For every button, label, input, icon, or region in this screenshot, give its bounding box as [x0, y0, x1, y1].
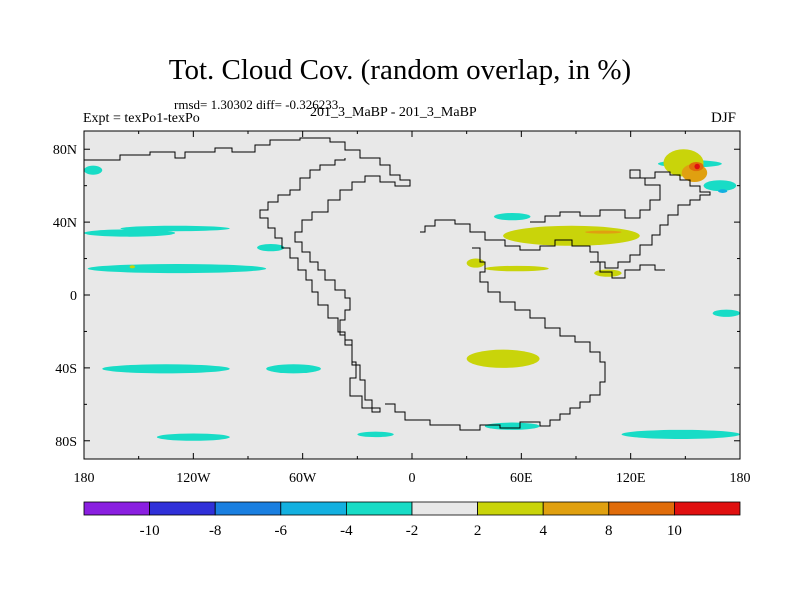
anomaly-patch [357, 431, 394, 438]
anomaly-patch [585, 230, 622, 234]
y-tick-label: 40N [53, 216, 77, 231]
y-tick-label: 40S [55, 362, 77, 377]
colorbar-swatch [345, 501, 413, 516]
anomaly-patch [466, 349, 540, 368]
colorbar-label: -4 [340, 523, 353, 539]
coastline [84, 137, 711, 431]
season-label: DJF [711, 110, 737, 126]
y-tick-label: 0 [70, 289, 77, 304]
coastline-segment [590, 261, 665, 279]
x-tick-label: 60E [510, 471, 533, 486]
colorbar-label: 8 [605, 523, 613, 539]
anomaly-patch [156, 433, 230, 441]
anomaly-patch [129, 265, 136, 269]
anomaly-patch [494, 213, 531, 221]
colorbar-swatch [280, 501, 347, 516]
anomaly-patch [102, 364, 230, 374]
anomaly-patch [84, 165, 103, 175]
stats-line: rmsd= 1.30302 diff= -0.326233 [174, 97, 339, 112]
colorbar-label: 10 [667, 523, 682, 539]
anomaly-patch [466, 258, 485, 268]
anomaly-patch [84, 229, 176, 237]
x-tick-label: 180 [730, 471, 751, 486]
axis-ticks: 180 120W 60W 0 60E 120E 180 80N 40N 0 40S 80S [53, 131, 751, 486]
colorbar-swatch [608, 501, 675, 516]
anomaly-patch [87, 264, 267, 274]
anomaly-patch [266, 364, 321, 374]
experiment-label: Expt = texPo1-texPo [83, 111, 200, 126]
colorbar-label: -8 [209, 523, 222, 539]
y-tick-label: 80S [55, 435, 77, 450]
coastline-segment [420, 169, 711, 269]
anomaly-patch [257, 243, 285, 252]
map-area [84, 131, 740, 459]
x-tick-label: 60W [289, 471, 317, 486]
colorbar-label: 2 [474, 523, 482, 539]
y-tick-label: 80N [53, 143, 77, 158]
anomaly-patch [621, 429, 740, 439]
colorbar-swatch [83, 501, 150, 516]
colorbar-label: -6 [275, 523, 288, 539]
colorbar-swatch [411, 501, 478, 516]
anomaly-patch [594, 269, 622, 277]
x-tick-label: 120W [176, 471, 211, 486]
anomaly-patch [120, 225, 230, 232]
colorbar-label: 4 [539, 523, 547, 539]
anomaly-patch [484, 422, 540, 430]
colorbar-label: -10 [140, 523, 160, 539]
coastline-segment [385, 247, 606, 431]
anomaly-patch [484, 265, 549, 272]
anomaly-patch [703, 180, 737, 192]
x-tick-label: 120E [616, 471, 646, 486]
colorbar-swatch [674, 501, 741, 516]
colorbar-swatch [214, 501, 282, 516]
x-tick-label: 180 [74, 471, 95, 486]
colorbar-swatch [477, 501, 544, 516]
colorbar: -10 -8 -6 -4 -2 2 4 8 10 [83, 501, 741, 539]
anomaly-patch [503, 225, 640, 246]
map-background [84, 131, 740, 459]
chart-title: Tot. Cloud Cov. (random overlap, in %) [168, 54, 632, 86]
colorbar-swatch [149, 501, 216, 516]
x-tick-label: 0 [409, 471, 416, 486]
colorbar-swatch [542, 501, 610, 516]
center-label: 201_3_MaBP - 201_3_MaBP [310, 105, 477, 120]
colorbar-label: -2 [406, 523, 419, 539]
anomaly-patch [718, 189, 728, 193]
anomaly-patch [712, 309, 740, 317]
coastline-segment [84, 137, 411, 413]
anomaly-patch [694, 163, 700, 170]
